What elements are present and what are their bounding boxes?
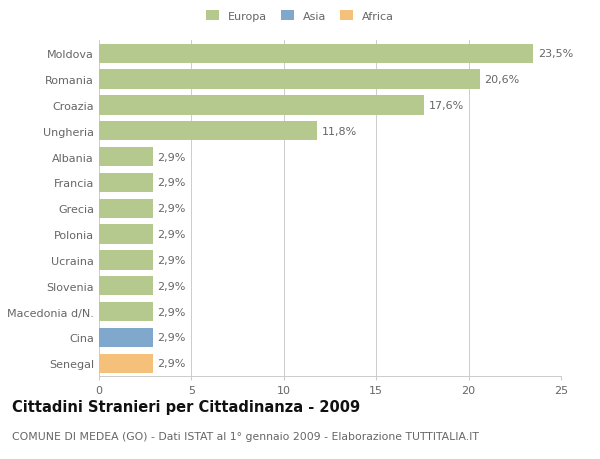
Bar — [99, 174, 152, 193]
Text: COMUNE DI MEDEA (GO) - Dati ISTAT al 1° gennaio 2009 - Elaborazione TUTTITALIA.I: COMUNE DI MEDEA (GO) - Dati ISTAT al 1° … — [12, 431, 479, 442]
Text: 2,9%: 2,9% — [157, 204, 185, 214]
Text: 17,6%: 17,6% — [429, 101, 464, 111]
Bar — [99, 251, 152, 270]
Text: 2,9%: 2,9% — [157, 255, 185, 265]
Text: 2,9%: 2,9% — [157, 230, 185, 240]
Text: 20,6%: 20,6% — [484, 75, 520, 85]
Bar — [99, 276, 152, 296]
Text: 2,9%: 2,9% — [157, 358, 185, 369]
Text: 2,9%: 2,9% — [157, 307, 185, 317]
Bar — [99, 199, 152, 218]
Legend: Europa, Asia, Africa: Europa, Asia, Africa — [203, 8, 397, 25]
Bar — [99, 96, 424, 115]
Bar — [99, 354, 152, 373]
Bar — [99, 148, 152, 167]
Bar — [99, 302, 152, 322]
Text: 23,5%: 23,5% — [538, 49, 573, 59]
Text: Cittadini Stranieri per Cittadinanza - 2009: Cittadini Stranieri per Cittadinanza - 2… — [12, 399, 360, 414]
Bar — [99, 70, 479, 90]
Text: 2,9%: 2,9% — [157, 333, 185, 343]
Text: 11,8%: 11,8% — [322, 127, 357, 136]
Text: 2,9%: 2,9% — [157, 281, 185, 291]
Bar — [99, 225, 152, 244]
Bar — [99, 328, 152, 347]
Bar — [99, 122, 317, 141]
Text: 2,9%: 2,9% — [157, 152, 185, 162]
Bar — [99, 45, 533, 64]
Text: 2,9%: 2,9% — [157, 178, 185, 188]
